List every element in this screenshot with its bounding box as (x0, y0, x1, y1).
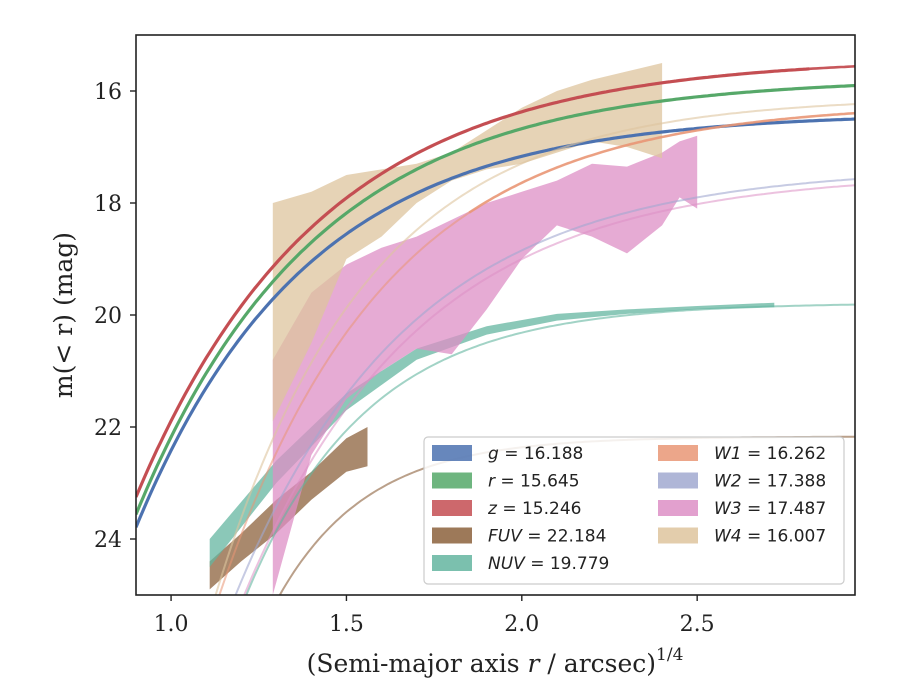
legend-swatch-fuv (432, 527, 472, 544)
y-tick-label: 18 (94, 192, 122, 217)
band-w3 (272, 135, 698, 595)
series-data-w1 (468, 111, 855, 214)
legend-swatch-w3 (658, 500, 698, 516)
legend-label-w3: W3 = 17.487 (714, 499, 826, 519)
legend-label-w2: W2 = 17.388 (714, 472, 826, 492)
legend-label-r: r = 15.645 (488, 472, 580, 492)
x-tick-label: 2.0 (504, 612, 539, 637)
y-tick-label: 22 (94, 416, 122, 441)
series-line-nuv (245, 303, 855, 595)
legend-swatch-r (432, 472, 472, 489)
x-tick-label: 1.0 (154, 612, 189, 637)
series-line-w3 (243, 184, 855, 595)
legend-swatch-nuv (432, 555, 472, 571)
legend-label-g: g = 16.188 (488, 444, 583, 464)
x-axis-label-tail: / arcsec) (539, 649, 656, 678)
legend-label-w1: W1 = 16.262 (714, 444, 826, 464)
y-tick-label: 20 (94, 304, 122, 329)
legend-label-nuv: NUV = 19.779 (488, 554, 609, 574)
x-axis-label-var: r (528, 649, 542, 678)
x-axis-label-main: (Semi-major axis (307, 649, 528, 678)
legend-swatch-w2 (658, 472, 698, 489)
series-data-z (136, 67, 810, 498)
x-axis-label-exp: 1/4 (656, 645, 683, 665)
band-w4 (272, 63, 663, 422)
series-data-r (136, 84, 855, 516)
line-layer (136, 65, 855, 595)
legend: g = 16.188 r = 15.645 z = 15.246 FUV = 22.1… (423, 436, 845, 585)
legend-box (423, 436, 845, 585)
legend-swatch-g (432, 445, 472, 461)
legend-swatch-z (432, 500, 472, 516)
y-axis-label: m(< r) (mag) (49, 232, 78, 398)
legend-swatch-w4 (658, 527, 698, 544)
series-line-w4 (214, 103, 855, 595)
x-tick-label: 2.5 (680, 612, 715, 637)
series-line-w2 (234, 178, 855, 595)
x-axis-label: (Semi-major axis r / arcsec)1/4 (307, 645, 684, 678)
legend-label-w4: W4 = 16.007 (714, 527, 826, 547)
y-tick-label: 16 (94, 80, 122, 105)
x-tick-label: 1.5 (329, 612, 364, 637)
legend-label-z: z = 15.246 (487, 499, 581, 519)
tick-layer: 1.0 1.5 2.0 2.5 16 18 20 22 24 (94, 80, 715, 637)
y-tick-label: 24 (94, 528, 122, 553)
legend-label-fuv: FUV = 22.184 (488, 527, 606, 547)
legend-swatch-w1 (658, 445, 698, 461)
